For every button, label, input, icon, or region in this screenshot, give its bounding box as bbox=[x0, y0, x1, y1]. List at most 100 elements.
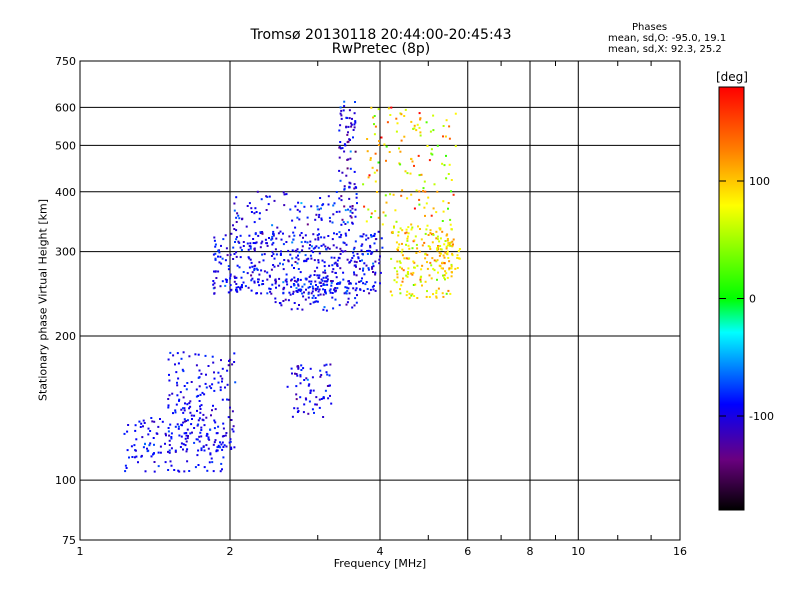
data-point bbox=[311, 297, 314, 299]
data-point bbox=[323, 284, 326, 286]
data-point bbox=[354, 101, 356, 103]
data-point bbox=[348, 186, 351, 189]
data-point bbox=[407, 226, 410, 229]
data-point bbox=[411, 247, 414, 250]
data-point bbox=[373, 232, 376, 235]
data-point bbox=[184, 437, 187, 440]
data-point bbox=[167, 427, 170, 429]
data-point bbox=[253, 221, 256, 224]
data-point bbox=[173, 469, 176, 471]
data-point bbox=[393, 279, 396, 282]
data-point bbox=[296, 208, 299, 211]
data-point bbox=[193, 427, 196, 429]
data-point bbox=[375, 249, 378, 252]
data-point bbox=[182, 443, 185, 446]
data-point bbox=[342, 221, 345, 224]
data-point bbox=[326, 275, 329, 278]
data-point bbox=[407, 244, 410, 247]
data-point bbox=[377, 216, 380, 219]
data-point bbox=[331, 264, 334, 267]
data-point bbox=[406, 290, 409, 293]
data-point bbox=[259, 246, 262, 249]
data-point bbox=[285, 241, 288, 243]
data-point bbox=[419, 134, 422, 137]
data-point bbox=[396, 122, 399, 125]
data-point bbox=[341, 147, 344, 150]
data-point bbox=[233, 209, 236, 212]
data-point bbox=[430, 214, 433, 217]
data-point bbox=[445, 252, 448, 255]
data-point bbox=[209, 452, 212, 455]
data-point bbox=[254, 233, 257, 236]
y-tick-label: 75 bbox=[62, 534, 76, 547]
data-point bbox=[343, 150, 346, 153]
data-point bbox=[290, 285, 293, 288]
data-point bbox=[316, 208, 319, 211]
data-point bbox=[420, 238, 423, 241]
data-point bbox=[407, 271, 409, 273]
data-point bbox=[308, 280, 311, 283]
data-point bbox=[213, 377, 216, 380]
data-point bbox=[345, 243, 348, 246]
data-point bbox=[310, 280, 313, 283]
data-point bbox=[292, 290, 295, 293]
data-point bbox=[310, 205, 313, 208]
data-point bbox=[238, 241, 241, 244]
data-point bbox=[446, 233, 449, 236]
data-point bbox=[367, 249, 370, 252]
data-point bbox=[186, 437, 189, 440]
data-point bbox=[235, 255, 238, 258]
data-point bbox=[203, 449, 206, 452]
data-point bbox=[424, 190, 427, 193]
data-point bbox=[280, 250, 282, 253]
data-point bbox=[211, 409, 213, 412]
data-point bbox=[346, 286, 348, 289]
data-point bbox=[296, 307, 299, 310]
data-point bbox=[168, 449, 171, 452]
data-point bbox=[316, 274, 319, 277]
data-point bbox=[214, 421, 217, 424]
data-point bbox=[449, 292, 452, 295]
data-point bbox=[196, 424, 199, 427]
data-point bbox=[186, 460, 189, 463]
data-point bbox=[343, 105, 346, 108]
data-point bbox=[248, 234, 251, 237]
data-point bbox=[306, 378, 309, 381]
data-point bbox=[329, 394, 331, 397]
data-point bbox=[148, 444, 151, 447]
data-point bbox=[435, 292, 438, 294]
data-point bbox=[353, 126, 356, 129]
data-point bbox=[270, 268, 273, 271]
data-point bbox=[439, 248, 442, 251]
data-point bbox=[445, 245, 448, 248]
data-point bbox=[188, 470, 191, 472]
data-point bbox=[338, 304, 341, 307]
data-point bbox=[174, 449, 177, 452]
data-point bbox=[246, 272, 249, 275]
data-point bbox=[442, 267, 444, 270]
data-point bbox=[415, 189, 418, 192]
data-point bbox=[204, 382, 207, 385]
data-point bbox=[425, 228, 428, 231]
data-point bbox=[347, 140, 350, 143]
data-point bbox=[310, 257, 313, 260]
data-points bbox=[123, 100, 461, 473]
data-point bbox=[203, 466, 206, 469]
data-point bbox=[443, 164, 446, 167]
data-point bbox=[182, 448, 184, 451]
data-point bbox=[178, 434, 181, 437]
data-point bbox=[215, 449, 218, 452]
data-point bbox=[341, 171, 344, 174]
data-point bbox=[266, 244, 269, 247]
data-point bbox=[217, 371, 220, 374]
data-point bbox=[318, 274, 321, 277]
data-point bbox=[189, 432, 192, 435]
data-point bbox=[345, 174, 348, 177]
data-point bbox=[159, 418, 161, 420]
data-point bbox=[404, 108, 407, 111]
data-point bbox=[220, 244, 222, 247]
data-point bbox=[349, 210, 352, 213]
data-point bbox=[390, 106, 393, 109]
data-point bbox=[399, 227, 402, 230]
data-point bbox=[294, 261, 297, 263]
